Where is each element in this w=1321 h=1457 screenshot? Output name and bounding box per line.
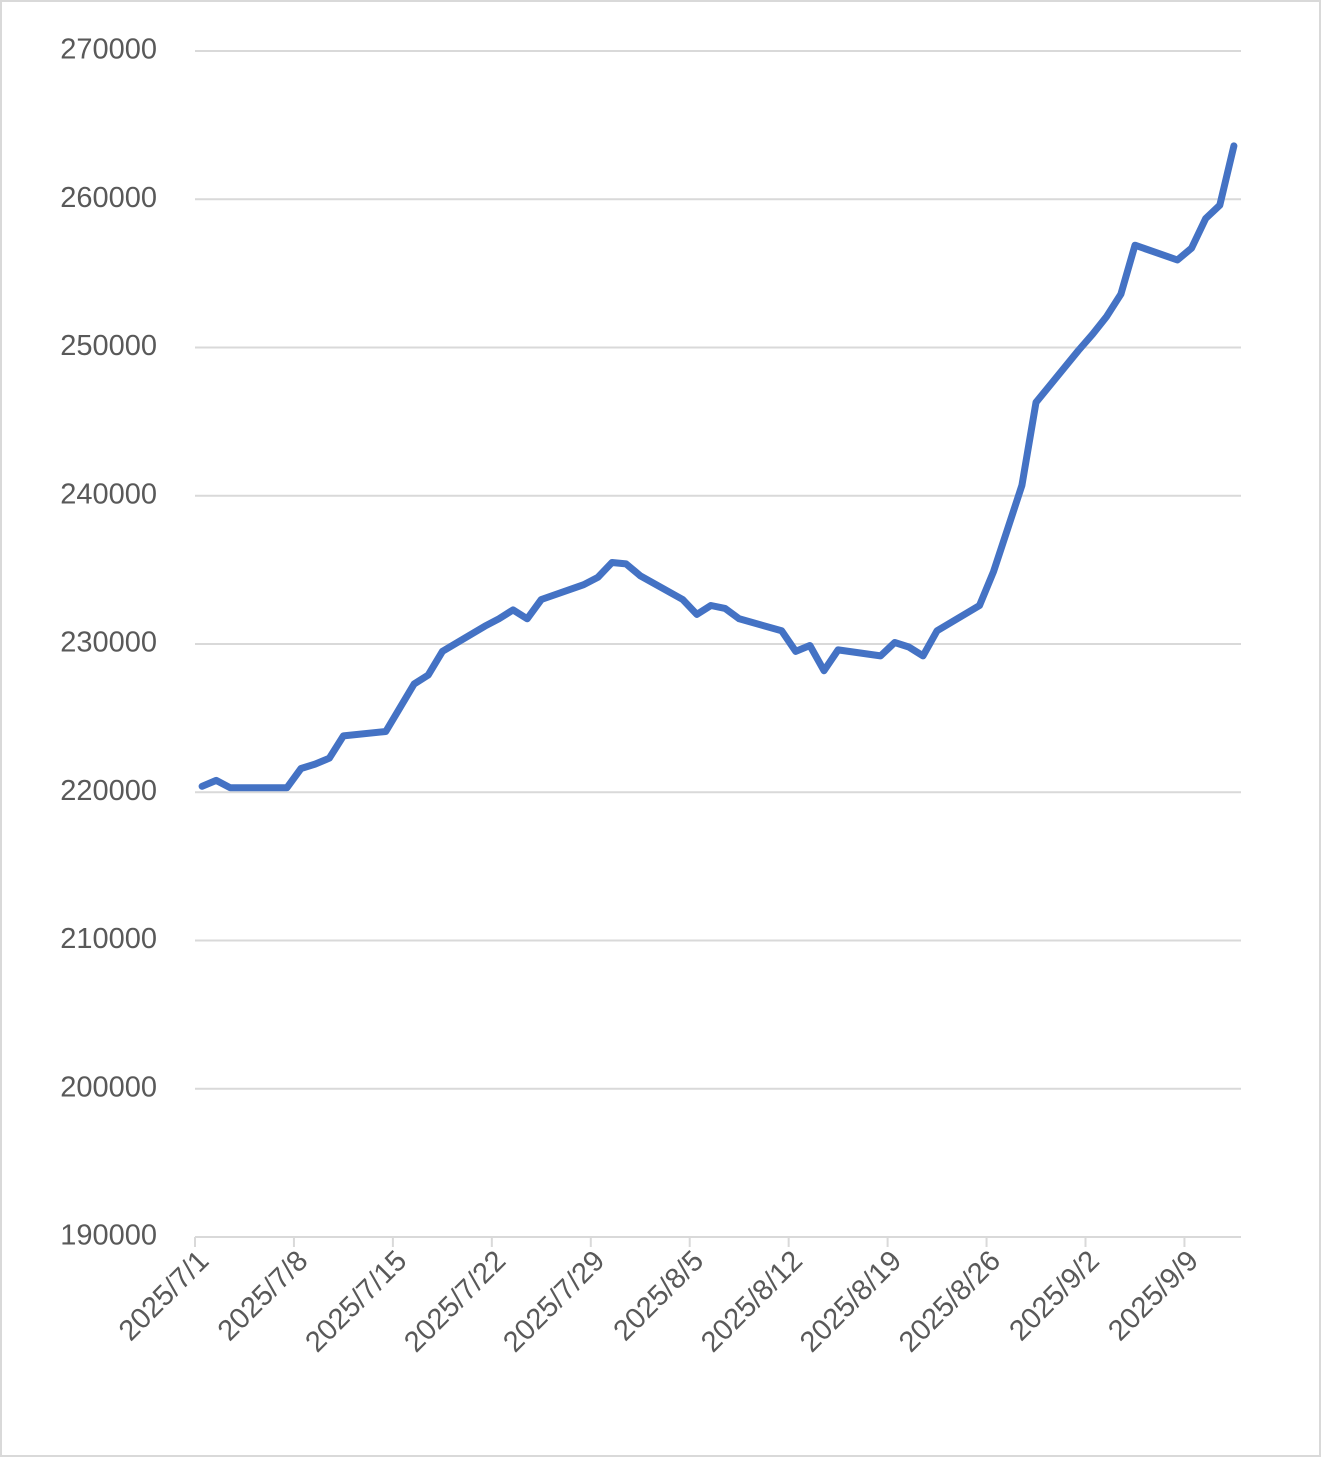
y-tick-label: 200000 <box>60 1071 157 1103</box>
y-tick-label: 260000 <box>60 182 157 214</box>
y-tick-label: 220000 <box>60 775 157 807</box>
y-tick-label: 210000 <box>60 923 157 955</box>
y-tick-label: 250000 <box>60 330 157 362</box>
y-tick-label: 240000 <box>60 478 157 510</box>
data-line <box>198 142 1238 792</box>
y-tick-label: 270000 <box>60 34 157 66</box>
y-tick-label: 230000 <box>60 627 157 659</box>
y-tick-label: 190000 <box>60 1220 157 1252</box>
